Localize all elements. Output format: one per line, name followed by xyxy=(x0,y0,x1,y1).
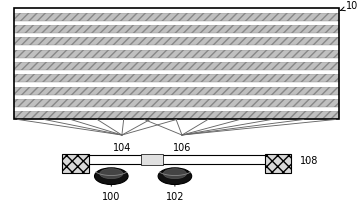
Bar xyxy=(14,37,339,45)
Text: 104: 104 xyxy=(113,143,131,153)
Bar xyxy=(14,45,339,50)
Text: 102: 102 xyxy=(166,185,184,202)
Bar xyxy=(14,62,339,70)
Bar xyxy=(14,33,339,37)
Ellipse shape xyxy=(158,168,192,185)
Bar xyxy=(14,111,339,119)
Bar xyxy=(14,8,339,119)
Bar xyxy=(14,107,339,111)
Bar xyxy=(14,87,339,95)
Bar xyxy=(14,82,339,87)
Ellipse shape xyxy=(95,168,128,185)
Bar xyxy=(14,8,339,119)
Bar xyxy=(14,70,339,74)
Ellipse shape xyxy=(163,169,186,179)
Bar xyxy=(14,13,339,21)
Bar xyxy=(14,58,339,62)
Text: 106: 106 xyxy=(173,143,191,153)
Bar xyxy=(14,50,339,58)
Bar xyxy=(141,154,162,165)
Text: 108: 108 xyxy=(300,156,319,166)
Bar xyxy=(64,155,290,164)
Bar xyxy=(14,21,339,25)
Text: 10: 10 xyxy=(341,1,359,11)
Bar xyxy=(14,99,339,107)
Bar xyxy=(62,154,89,173)
Bar xyxy=(14,95,339,99)
Bar xyxy=(14,25,339,33)
Bar xyxy=(265,154,291,173)
Bar xyxy=(14,74,339,82)
Text: 100: 100 xyxy=(102,185,121,202)
Ellipse shape xyxy=(100,169,123,179)
Bar xyxy=(14,8,339,13)
